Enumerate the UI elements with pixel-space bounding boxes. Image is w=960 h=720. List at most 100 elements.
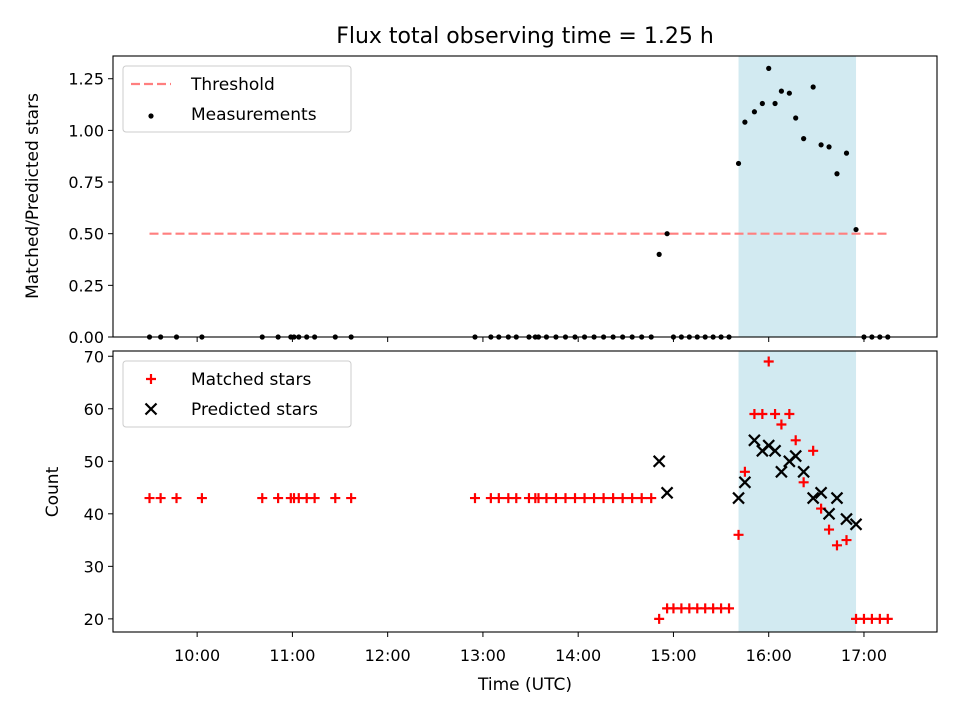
top-measurement-point bbox=[810, 84, 816, 90]
top-legend: Threshold Measurements bbox=[122, 65, 352, 133]
matched-star-point bbox=[570, 493, 581, 504]
matched-star-point bbox=[739, 466, 750, 477]
matched-star-point bbox=[724, 603, 735, 614]
matched-star-point bbox=[598, 493, 609, 504]
bottom-y-tick-label: 70 bbox=[84, 347, 104, 366]
predicted-star-point bbox=[738, 476, 752, 489]
predicted-star-point bbox=[652, 455, 666, 468]
top-y-tick-label: 1.00 bbox=[68, 121, 104, 140]
bottom-panel: 20 30 40 50 60 70 10:00 11:00 12:00 13:00 14:00 15:… bbox=[84, 347, 938, 665]
matched-star-point bbox=[776, 419, 787, 430]
bottom-y-tick-label: 30 bbox=[84, 557, 104, 576]
matched-star-point bbox=[831, 540, 842, 551]
top-y-tick-label: 0.25 bbox=[68, 276, 104, 295]
chart-title: Flux total observing time = 1.25 h bbox=[336, 24, 714, 49]
matched-star-point bbox=[511, 493, 522, 504]
top-y-tick-label: 0.50 bbox=[68, 225, 104, 244]
top-measurement-point bbox=[742, 119, 748, 125]
predicted-star-point bbox=[806, 491, 820, 505]
matched-star-point bbox=[757, 409, 768, 420]
matched-star-point bbox=[469, 493, 480, 504]
x-tick-label: 17:00 bbox=[841, 646, 887, 665]
top-legend-box bbox=[122, 65, 352, 133]
x-tick-label: 15:00 bbox=[650, 646, 696, 665]
predicted-star-point bbox=[849, 518, 863, 531]
matched-star-point bbox=[493, 493, 504, 504]
matched-star-point bbox=[346, 493, 357, 504]
matched-star-point bbox=[171, 493, 182, 504]
legend-measurement-swatch bbox=[148, 113, 154, 119]
matched-star-point bbox=[841, 535, 852, 546]
x-tick-label: 13:00 bbox=[460, 646, 506, 665]
top-y-tick-label: 1.25 bbox=[68, 70, 104, 89]
bottom-shaded-region bbox=[738, 351, 857, 632]
x-tick-label: 14:00 bbox=[555, 646, 601, 665]
matched-star-point bbox=[882, 613, 893, 624]
matched-star-point bbox=[790, 435, 801, 446]
top-measurement-point bbox=[843, 150, 850, 156]
legend-matched-swatch bbox=[146, 374, 156, 384]
x-axis-label: Time (UTC) bbox=[477, 675, 572, 695]
matched-star-point bbox=[770, 409, 781, 420]
matched-star-point bbox=[636, 493, 647, 504]
top-y-tick-label: 0.75 bbox=[68, 173, 104, 192]
top-measurement-point bbox=[818, 142, 824, 148]
bottom-legend: Matched stars Predicted stars bbox=[122, 360, 352, 428]
top-y-axis-label: Matched/Predicted stars bbox=[23, 93, 43, 299]
predicted-star-point bbox=[822, 507, 836, 521]
legend-label: Measurements bbox=[191, 105, 317, 125]
top-measurement-point bbox=[778, 88, 785, 94]
legend-label: Matched stars bbox=[191, 370, 311, 390]
predicted-star-point bbox=[768, 444, 782, 458]
legend-predicted-swatch bbox=[144, 402, 158, 416]
matched-star-point bbox=[257, 493, 268, 504]
x-tick-label: 11:00 bbox=[269, 646, 315, 665]
matched-star-point bbox=[550, 493, 561, 504]
top-y-tick-label: 0.00 bbox=[68, 328, 104, 347]
matched-star-point bbox=[824, 524, 835, 535]
top-measurement-point bbox=[834, 171, 840, 177]
legend-label: Threshold bbox=[190, 75, 275, 95]
bottom-y-tick-label: 50 bbox=[84, 452, 104, 471]
matched-star-point bbox=[309, 493, 320, 504]
bottom-y-tick-label: 20 bbox=[84, 610, 104, 629]
predicted-star-point bbox=[660, 486, 674, 500]
top-measurement-point bbox=[735, 160, 742, 167]
top-measurement-point bbox=[801, 136, 807, 142]
top-measurement-point bbox=[766, 65, 772, 71]
top-measurement-point bbox=[656, 251, 662, 257]
top-measurement-point bbox=[759, 100, 765, 107]
top-measurement-point bbox=[793, 115, 799, 121]
matched-star-point bbox=[784, 409, 795, 420]
matched-star-point bbox=[560, 493, 571, 504]
top-measurement-point bbox=[786, 90, 792, 96]
matched-star-point bbox=[196, 493, 207, 504]
matched-star-point bbox=[144, 493, 155, 504]
matched-star-point bbox=[654, 613, 665, 624]
predicted-star-point bbox=[748, 434, 761, 447]
bottom-axes-frame bbox=[112, 350, 938, 633]
x-tick-label: 10:00 bbox=[174, 646, 220, 665]
matched-star-point bbox=[733, 529, 744, 540]
predicted-star-point bbox=[797, 465, 810, 479]
matched-star-point bbox=[541, 493, 552, 504]
top-measurement-point bbox=[664, 231, 670, 237]
matched-star-point bbox=[155, 493, 166, 504]
matched-star-point bbox=[608, 493, 619, 504]
matched-star-point bbox=[627, 493, 638, 504]
predicted-star-point bbox=[732, 491, 745, 505]
matched-star-point bbox=[798, 477, 809, 488]
bottom-y-axis-label: Count bbox=[43, 466, 63, 517]
predicted-star-point bbox=[814, 486, 828, 500]
predicted-star-point bbox=[789, 449, 802, 463]
matched-star-point bbox=[273, 493, 284, 504]
matched-star-point bbox=[589, 493, 600, 504]
bottom-legend-box bbox=[122, 360, 352, 428]
matched-star-point bbox=[579, 493, 590, 504]
top-measurement-point bbox=[751, 109, 758, 115]
matched-star-point bbox=[763, 356, 774, 367]
predicted-star-point bbox=[775, 465, 788, 479]
bottom-y-tick-label: 60 bbox=[84, 400, 104, 419]
top-measurement-point bbox=[772, 100, 778, 107]
